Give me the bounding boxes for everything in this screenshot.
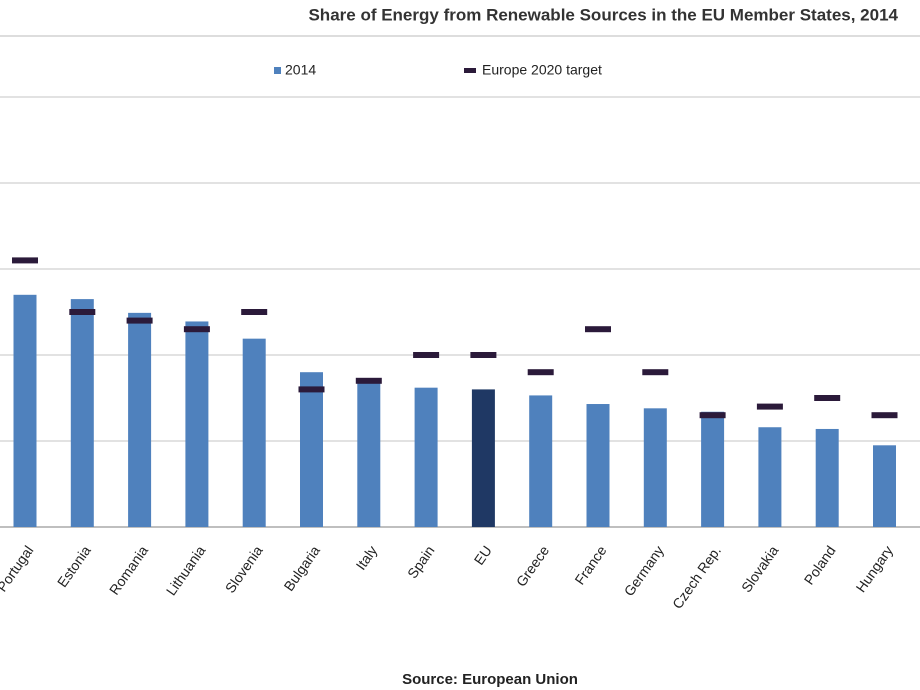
target-marker [298, 386, 325, 393]
x-tick-label: Romania [106, 542, 151, 597]
bar [471, 389, 495, 527]
bar [300, 372, 323, 527]
target-marker [126, 317, 153, 324]
target-marker [241, 309, 268, 315]
legend-swatch [464, 68, 476, 73]
target-marker [585, 326, 611, 333]
x-tick-label: Spain [404, 543, 438, 582]
bar [815, 428, 839, 527]
legend-swatch [274, 67, 281, 74]
x-tick-label: Hungary [853, 543, 896, 596]
bar [13, 294, 37, 527]
source: Source: European Union [402, 671, 578, 688]
target-marker [642, 369, 669, 376]
bar [586, 404, 610, 527]
x-tick-label: France [571, 542, 609, 587]
target-marker [470, 352, 497, 358]
x-tick-label: Poland [801, 543, 839, 588]
bar [70, 299, 94, 527]
target-marker [355, 377, 382, 384]
bar [414, 387, 438, 527]
target-marker [871, 412, 898, 419]
target-marker [527, 369, 554, 376]
x-tick-label: EU [471, 543, 495, 568]
x-tick-label: Bulgaria [280, 543, 323, 594]
x-tick-label: Slovakia [738, 542, 782, 595]
x-tick-label: Lithuania [163, 542, 209, 598]
x-tick-label: Germany [621, 543, 667, 599]
x-tick-label: Portugal [0, 543, 36, 595]
target-marker [814, 395, 841, 401]
bar [643, 408, 667, 527]
legend-label: Europe 2020 target [482, 62, 602, 78]
bar [758, 427, 782, 527]
target-marker [756, 403, 783, 410]
x-tick-label: Greece [513, 543, 553, 590]
target-marker [183, 326, 210, 333]
bar [128, 312, 152, 527]
x-tick-label: Italy [352, 543, 380, 573]
bar [357, 379, 381, 527]
bar [242, 338, 266, 527]
target-marker [69, 309, 96, 315]
x-tick-label: Slovenia [222, 542, 266, 595]
bar [873, 445, 896, 527]
legend-label: 2014 [285, 62, 316, 78]
target-marker [413, 352, 440, 358]
bar [185, 321, 209, 527]
chart-title: Share of Energy from Renewable Sources i… [308, 5, 898, 24]
x-tick-label: Czech Rep. [669, 543, 724, 612]
x-tick-label: Estonia [54, 542, 94, 590]
target-marker [699, 412, 726, 419]
bar [701, 411, 725, 527]
target-marker [12, 257, 38, 264]
bar [529, 395, 553, 527]
